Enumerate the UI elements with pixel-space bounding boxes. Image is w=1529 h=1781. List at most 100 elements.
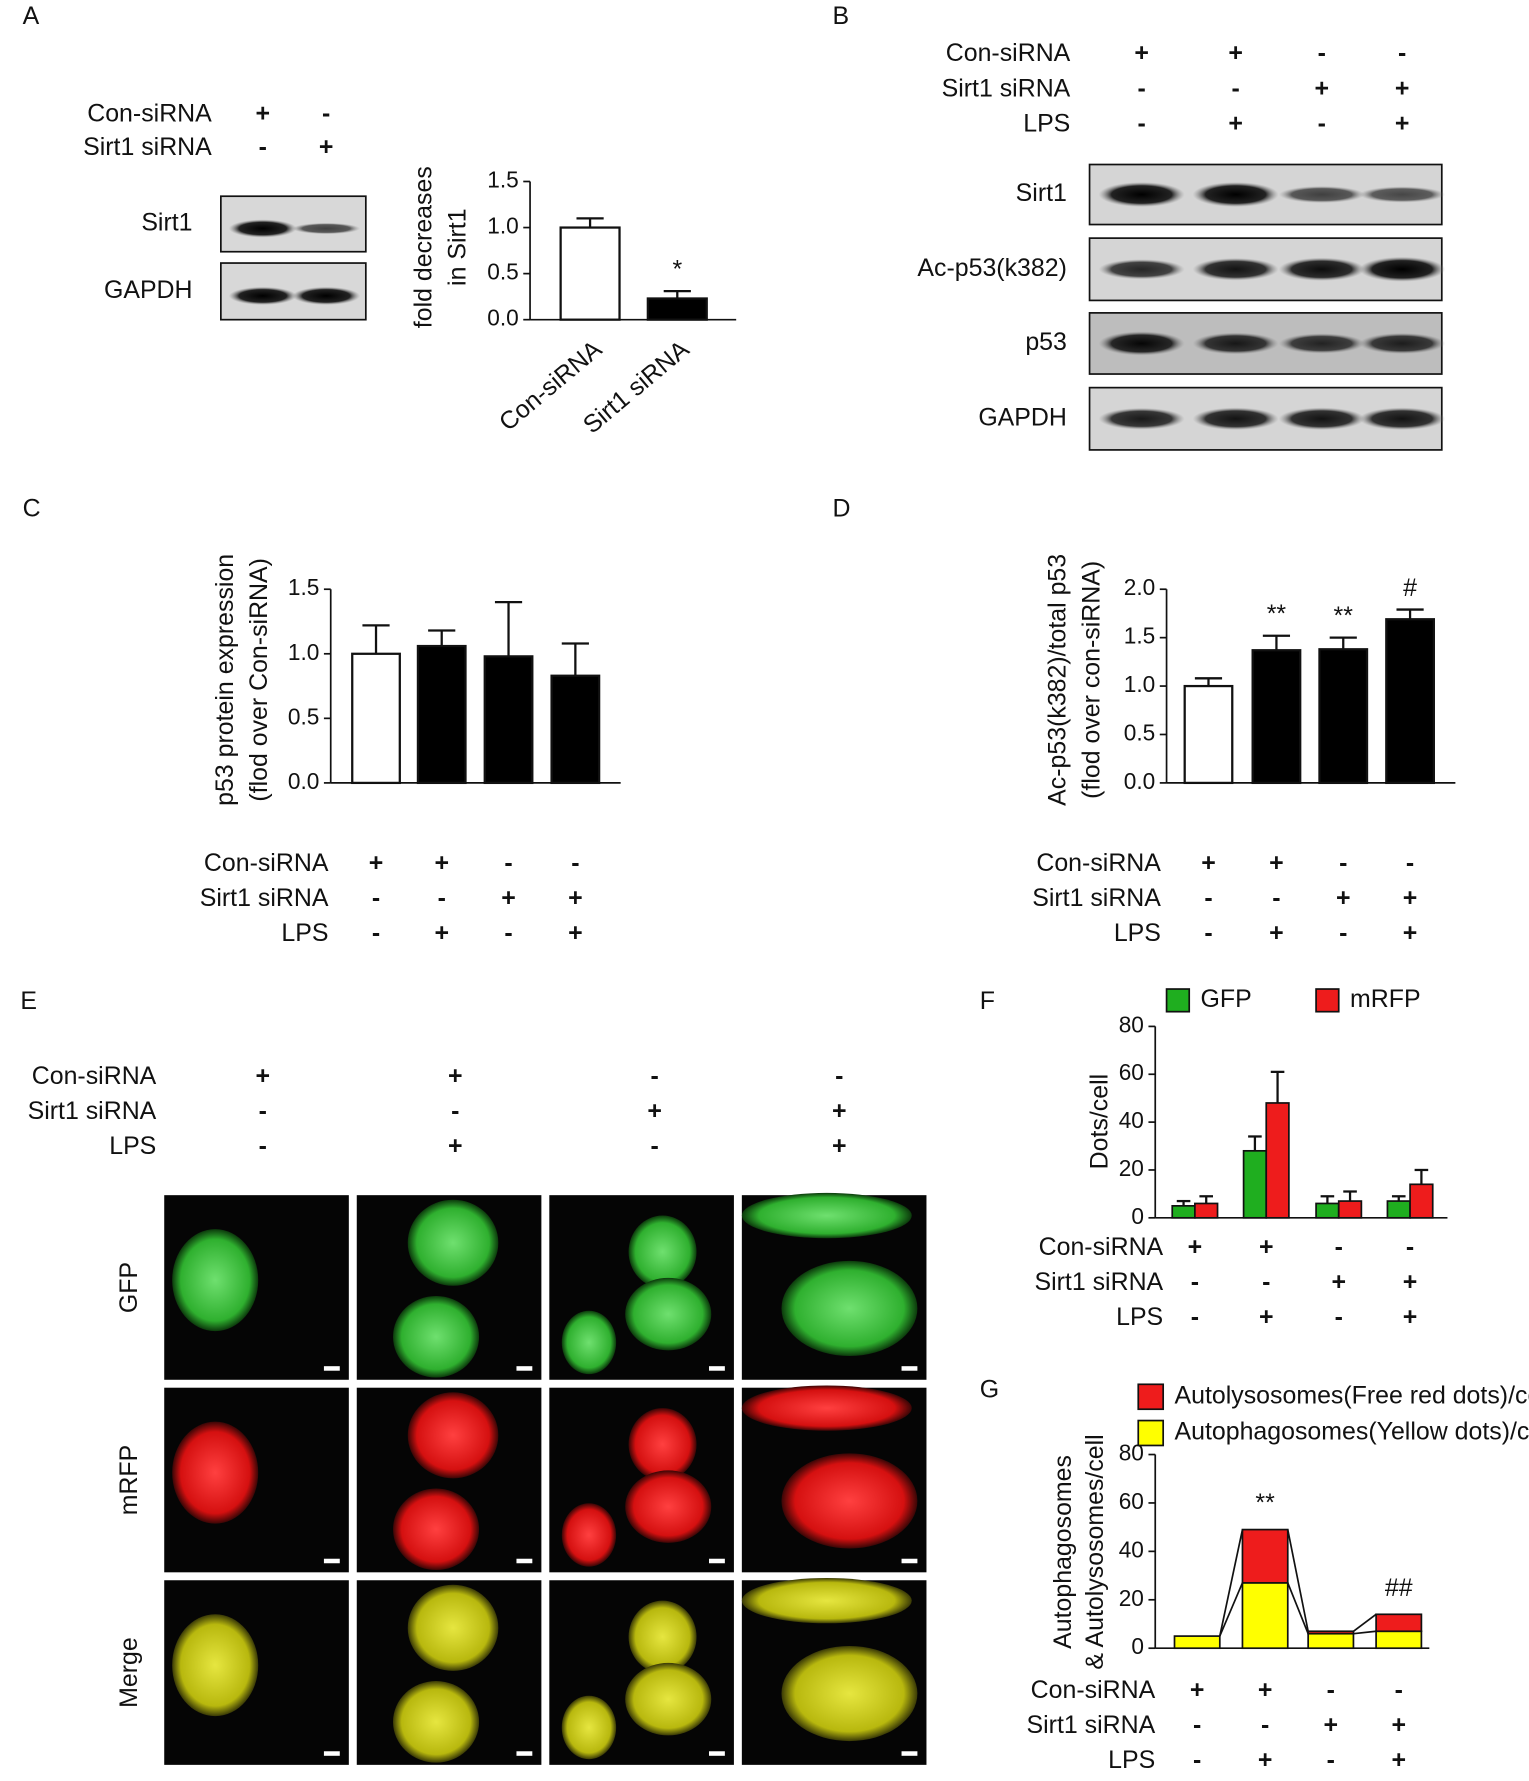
condition-mark: - bbox=[1204, 884, 1212, 912]
bar-segment bbox=[1307, 1630, 1355, 1635]
blot-band bbox=[1192, 258, 1279, 281]
y-tick-label: 40 bbox=[1119, 1107, 1144, 1133]
condition-mark: - bbox=[1191, 1303, 1199, 1331]
cell bbox=[628, 1600, 697, 1674]
cell bbox=[393, 1295, 480, 1378]
condition-mark: - bbox=[504, 919, 512, 947]
cell bbox=[741, 1192, 912, 1239]
blot-label: GAPDH bbox=[104, 276, 193, 304]
y-tick-label: 2.0 bbox=[1124, 574, 1155, 600]
bar-segment bbox=[1173, 1635, 1221, 1650]
condition-mark: + bbox=[832, 1132, 847, 1160]
cell bbox=[393, 1488, 480, 1571]
condition-mark: + bbox=[434, 849, 449, 877]
y-axis-label: (flod over Con-siRNA) bbox=[245, 558, 273, 802]
blot-band bbox=[1359, 186, 1446, 203]
blot-band bbox=[1278, 407, 1365, 431]
condition-mark: - bbox=[1261, 1711, 1269, 1739]
condition-mark: + bbox=[1188, 1233, 1203, 1261]
blot-band bbox=[228, 219, 297, 238]
condition-mark: - bbox=[1339, 849, 1347, 877]
condition-mark: - bbox=[571, 849, 579, 877]
condition-mark: + bbox=[448, 1062, 463, 1090]
cell bbox=[561, 1310, 617, 1375]
bar-segment bbox=[1241, 1581, 1289, 1650]
bar bbox=[1171, 1205, 1196, 1219]
blot-band bbox=[1359, 407, 1446, 431]
row-label: GFP bbox=[115, 1262, 143, 1313]
legend-label: Autophagosomes(Yellow dots)/cell bbox=[1174, 1418, 1529, 1446]
condition-mark: + bbox=[319, 133, 334, 161]
y-tick-label: 1.0 bbox=[487, 213, 518, 239]
panel-label: A bbox=[23, 2, 40, 30]
y-axis-label: & Autolysosomes/cell bbox=[1081, 1434, 1109, 1669]
cell bbox=[628, 1215, 697, 1289]
scale-bar bbox=[323, 1366, 340, 1371]
cell bbox=[781, 1645, 918, 1742]
legend-swatch bbox=[1137, 1419, 1165, 1447]
condition-mark: + bbox=[647, 1097, 662, 1125]
legend-label: Autolysosomes(Free red dots)/cell bbox=[1174, 1381, 1529, 1409]
condition-mark: + bbox=[255, 99, 270, 127]
bar bbox=[1251, 649, 1302, 785]
bar bbox=[1337, 1200, 1363, 1219]
bar bbox=[1318, 648, 1369, 785]
blot-band bbox=[1278, 333, 1365, 354]
condition-mark: + bbox=[1228, 109, 1243, 137]
scale-bar bbox=[516, 1751, 533, 1756]
cell bbox=[628, 1408, 697, 1481]
y-axis-label: in Sirt1 bbox=[443, 208, 471, 286]
bar bbox=[1265, 1102, 1290, 1219]
y-tick-label: 0 bbox=[1131, 1203, 1144, 1229]
condition-mark: - bbox=[1191, 1268, 1199, 1296]
condition-mark: + bbox=[832, 1097, 847, 1125]
condition-label: Con-siRNA bbox=[204, 849, 329, 877]
condition-mark: - bbox=[1327, 1746, 1335, 1774]
condition-mark: + bbox=[1403, 1303, 1418, 1331]
y-axis-label: fold decreases bbox=[409, 166, 437, 328]
condition-mark: - bbox=[259, 1132, 267, 1160]
y-tick-label: 20 bbox=[1119, 1585, 1144, 1611]
cell bbox=[625, 1470, 712, 1543]
bar bbox=[1183, 684, 1234, 785]
panel-label: C bbox=[23, 495, 41, 523]
panel-label: D bbox=[832, 495, 850, 523]
bar bbox=[1242, 1149, 1268, 1219]
bar bbox=[351, 652, 401, 785]
connector bbox=[1286, 1529, 1309, 1632]
y-tick-label: 0.0 bbox=[1124, 768, 1155, 794]
connector bbox=[1353, 1630, 1377, 1635]
condition-mark: + bbox=[1228, 39, 1243, 67]
annotation: ** bbox=[1255, 1489, 1275, 1517]
bar bbox=[1194, 1202, 1219, 1219]
condition-label: Sirt1 siRNA bbox=[1027, 1711, 1156, 1739]
condition-mark: - bbox=[1339, 919, 1347, 947]
y-tick-label: 1.0 bbox=[1124, 671, 1155, 697]
bar bbox=[1385, 618, 1435, 785]
y-tick-label: 1.5 bbox=[1124, 623, 1155, 649]
condition-mark: + bbox=[369, 849, 384, 877]
cell bbox=[172, 1614, 259, 1717]
bar-segment bbox=[1241, 1528, 1289, 1584]
condition-mark: + bbox=[1403, 884, 1418, 912]
y-axis-label: (flod over con-siRNA) bbox=[1078, 561, 1106, 799]
condition-mark: - bbox=[259, 133, 267, 161]
condition-label: Sirt1 siRNA bbox=[1032, 884, 1161, 912]
connector bbox=[1219, 1582, 1244, 1637]
condition-label: Sirt1 siRNA bbox=[83, 133, 212, 161]
bar-segment bbox=[1375, 1613, 1423, 1633]
condition-mark: + bbox=[1324, 1711, 1339, 1739]
annotation: ## bbox=[1385, 1574, 1413, 1602]
condition-mark: - bbox=[650, 1062, 658, 1090]
condition-mark: + bbox=[1395, 74, 1410, 102]
bar bbox=[646, 297, 708, 321]
blot-band bbox=[228, 286, 297, 305]
scale-bar bbox=[516, 1366, 533, 1371]
bar bbox=[1315, 1202, 1340, 1219]
condition-mark: - bbox=[1335, 1303, 1343, 1331]
condition-mark: - bbox=[1398, 39, 1406, 67]
blot-label: GAPDH bbox=[978, 403, 1067, 431]
condition-mark: - bbox=[1272, 884, 1280, 912]
cell bbox=[407, 1199, 499, 1286]
